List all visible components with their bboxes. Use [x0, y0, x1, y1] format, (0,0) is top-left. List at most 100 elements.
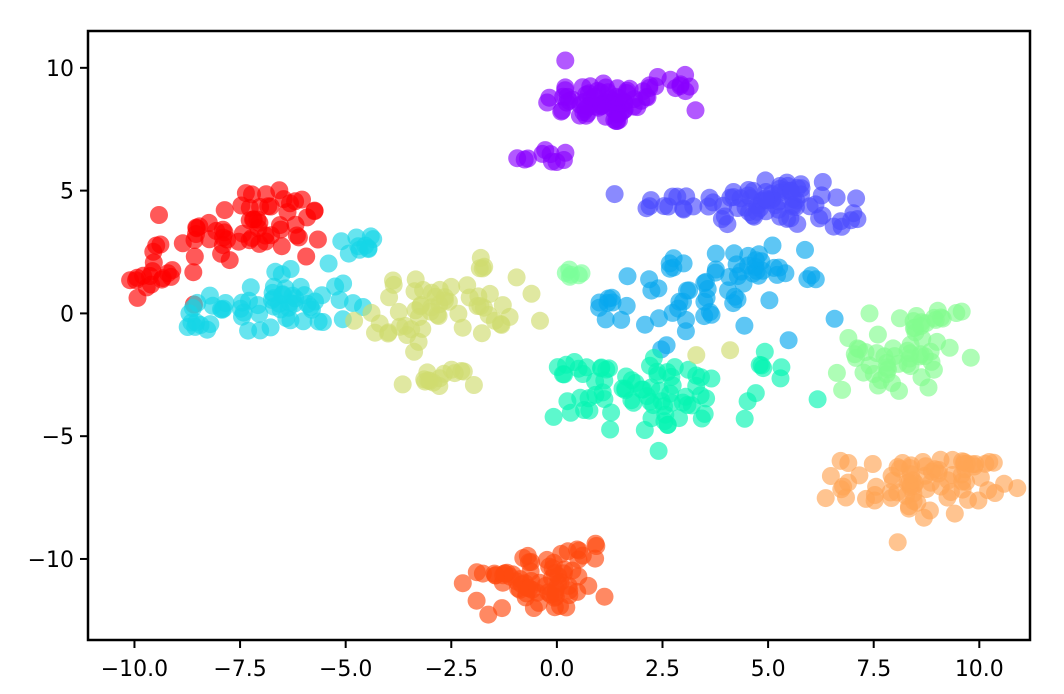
data-point [236, 184, 255, 203]
data-point [687, 346, 706, 365]
data-point [366, 323, 384, 342]
data-point [313, 286, 331, 305]
data-point [573, 546, 592, 565]
data-point [257, 185, 276, 204]
data-point [850, 340, 869, 359]
data-point [816, 489, 835, 508]
data-point [808, 390, 827, 409]
data-point [839, 454, 858, 472]
data-point [847, 189, 866, 208]
data-point [641, 356, 659, 375]
data-point [676, 322, 695, 341]
data-point [289, 228, 308, 247]
data-point [698, 280, 717, 298]
data-point [756, 189, 775, 208]
data-point [594, 74, 613, 93]
data-point [553, 365, 572, 384]
data-point [464, 376, 483, 394]
data-point [827, 188, 846, 207]
data-point [522, 284, 541, 303]
data-point [642, 409, 661, 428]
data-point [617, 367, 636, 386]
data-point [493, 599, 511, 618]
data-point [239, 321, 258, 340]
data-point [796, 240, 814, 259]
data-point [732, 262, 751, 281]
data-point [244, 210, 262, 229]
data-point [568, 582, 587, 601]
data-point [574, 103, 593, 122]
data-point [524, 599, 543, 617]
data-point [607, 112, 626, 130]
data-point [248, 296, 267, 315]
data-point [798, 270, 817, 289]
data-point [277, 309, 296, 327]
data-point [618, 267, 637, 286]
x-tick-label: 0.0 [539, 657, 574, 682]
data-point [624, 97, 643, 116]
data-point [449, 304, 468, 323]
data-point [453, 318, 472, 337]
data-point [409, 332, 428, 351]
x-tick-label: −2.5 [425, 657, 478, 682]
data-point [552, 544, 571, 563]
data-point [143, 262, 162, 281]
data-point [150, 206, 168, 224]
data-point [833, 380, 852, 399]
data-point [648, 68, 667, 86]
scatter-points [121, 51, 1027, 624]
data-point [396, 316, 415, 335]
data-point [760, 291, 779, 310]
data-point [725, 244, 744, 263]
data-point [556, 78, 575, 97]
data-point [569, 567, 588, 586]
data-point [735, 409, 754, 428]
data-point [907, 307, 926, 325]
data-point [573, 365, 592, 383]
data-point [540, 557, 559, 576]
data-point [715, 207, 734, 226]
y-tick-label: 0 [60, 302, 74, 327]
data-point [908, 493, 927, 512]
data-point [776, 264, 795, 283]
data-point [682, 396, 701, 415]
data-point [953, 480, 972, 499]
data-point [242, 228, 261, 247]
data-point [813, 173, 832, 191]
data-point [916, 457, 935, 476]
data-point [531, 311, 549, 330]
x-tick-label: −7.5 [213, 657, 266, 682]
data-point [649, 441, 668, 460]
y-tick-label: −5 [42, 425, 74, 450]
data-point [945, 504, 964, 523]
data-point [832, 217, 851, 236]
data-point [536, 141, 555, 160]
data-point [868, 325, 887, 344]
data-point [979, 481, 998, 500]
data-point [752, 252, 771, 271]
data-point [961, 348, 980, 367]
data-point [308, 230, 327, 249]
data-point [890, 309, 909, 328]
data-point [518, 149, 537, 168]
data-point [393, 375, 412, 394]
data-point [642, 281, 661, 300]
data-point [569, 266, 588, 285]
data-point [212, 300, 230, 319]
data-point [475, 257, 494, 276]
data-point [900, 349, 919, 368]
data-point [272, 237, 291, 256]
data-point [663, 376, 682, 395]
data-point [173, 234, 192, 253]
data-point [480, 284, 499, 303]
data-point [612, 310, 631, 329]
data-point [839, 473, 858, 492]
data-point [995, 474, 1014, 493]
x-axis: −10.0 −7.5 −5.0 −2.5 0.0 2.5 5.0 7.5 10.0 [101, 640, 1004, 682]
data-point [640, 197, 659, 216]
data-point [297, 247, 316, 266]
x-tick-label: 2.5 [645, 657, 680, 682]
data-point [294, 312, 313, 331]
data-point [298, 295, 317, 313]
